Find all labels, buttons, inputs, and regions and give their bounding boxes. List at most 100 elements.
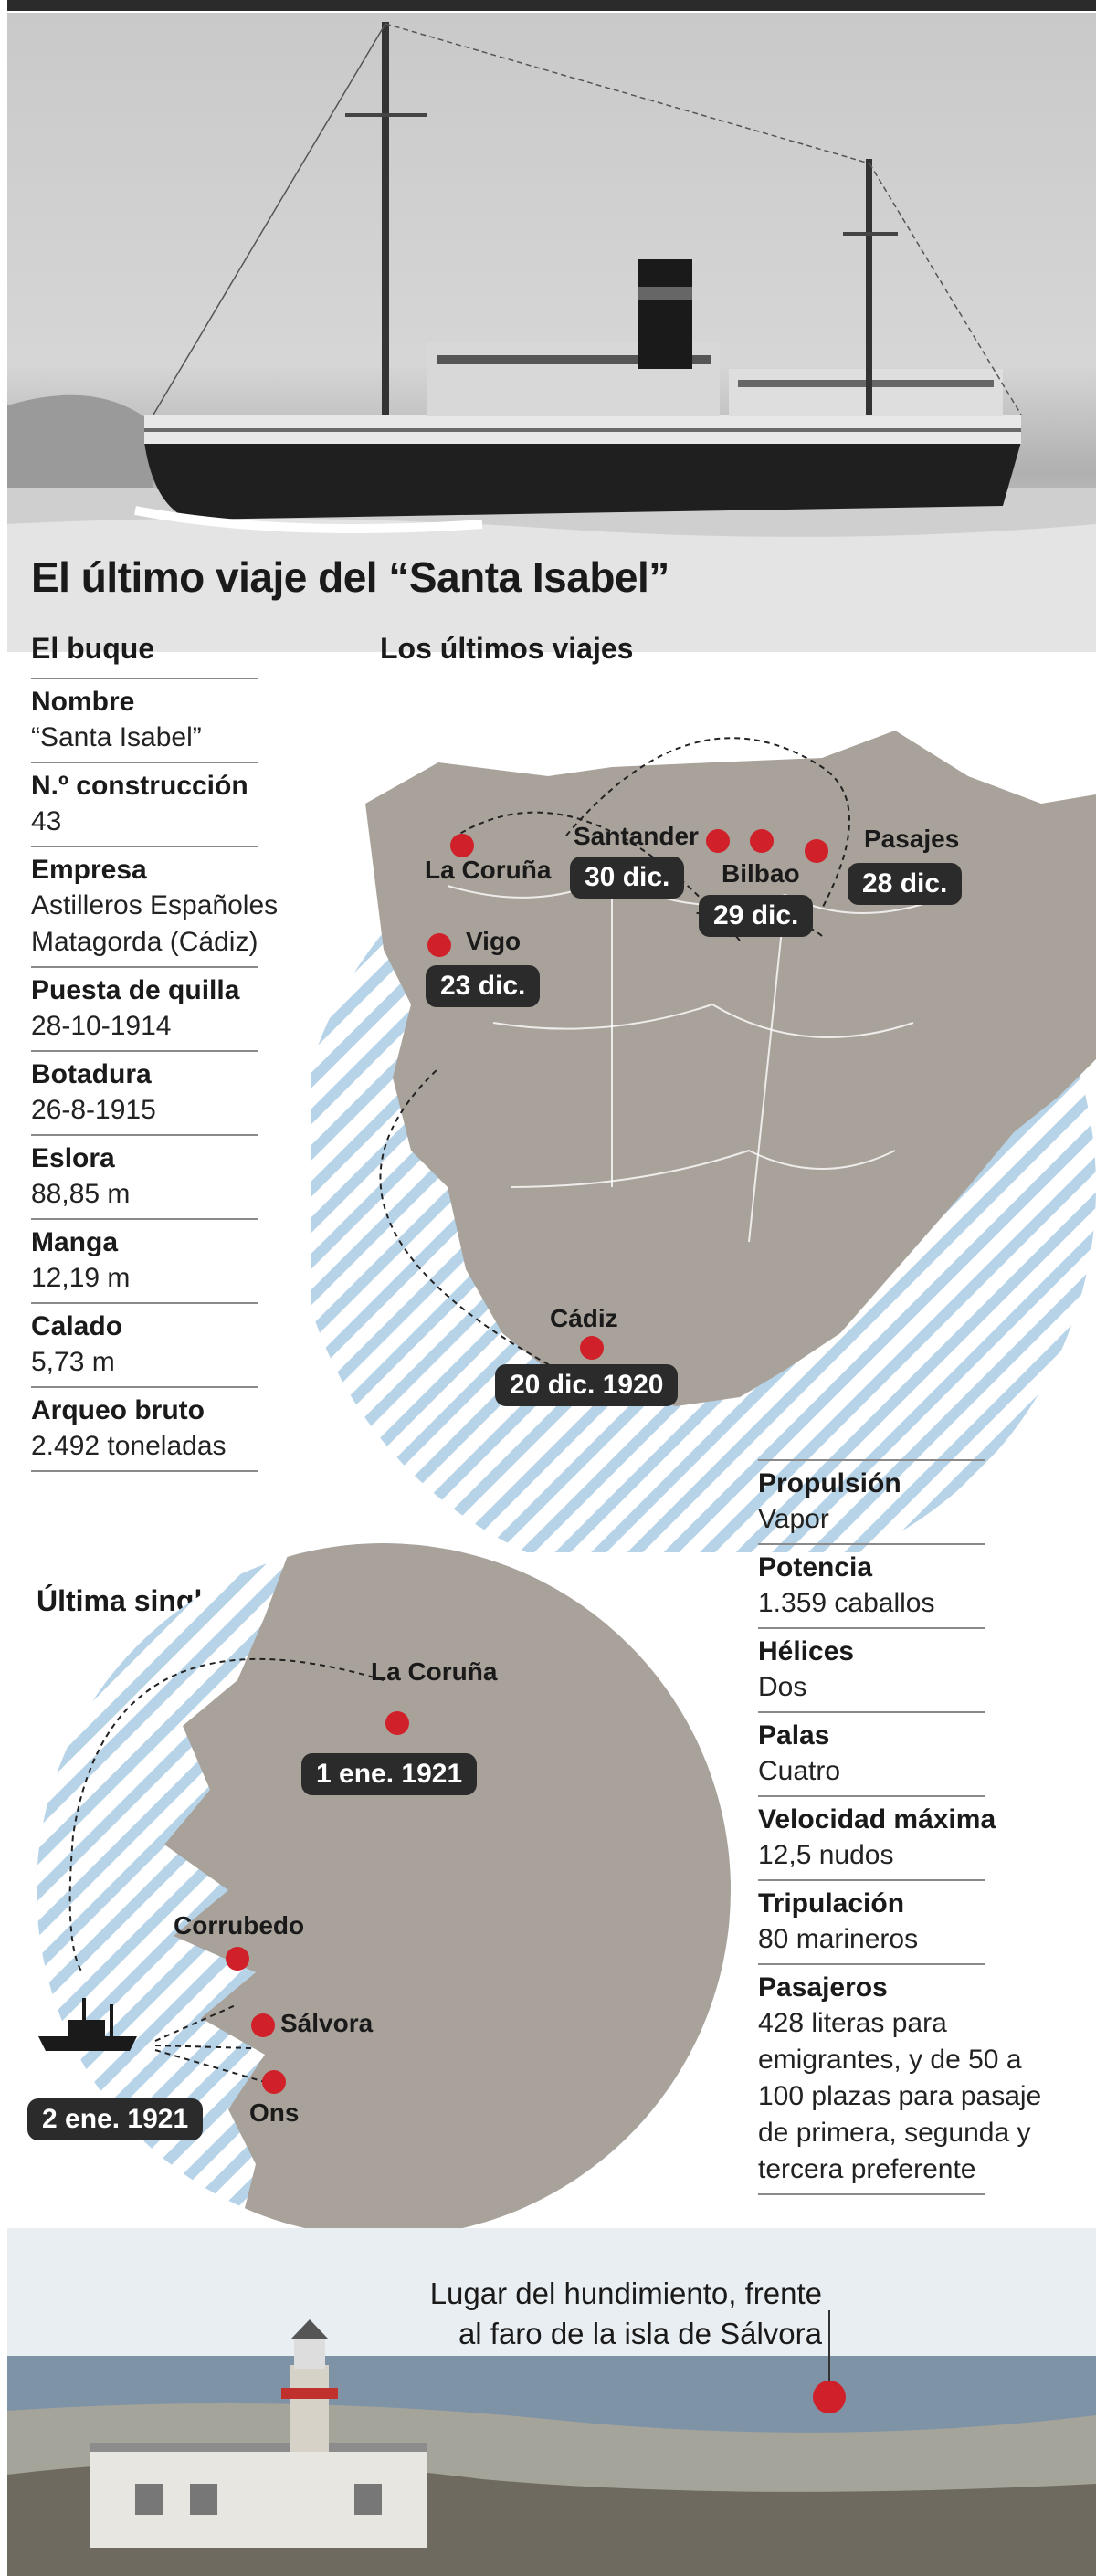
spec-value-line: 100 plazas para pasaje [758,2081,1042,2111]
ship-icon [38,1998,137,2051]
spec-nombre: Nombre “Santa Isabel” [31,679,258,762]
spec-label: Potencia [758,1552,873,1582]
spec-label: Manga [31,1227,119,1257]
spec-value: Cuatro [758,1756,841,1786]
divider [758,2193,985,2195]
galicia-map [37,1543,731,2237]
marker-la-coruna [450,834,474,857]
marker-corrubedo [226,1947,249,1971]
divider [31,1050,258,1052]
divider [758,1879,985,1881]
ship-photo [7,13,1096,652]
divider [758,1795,985,1797]
port-label-corrubedo: Corrubedo [174,1911,305,1940]
divider [758,1627,985,1629]
spec-value-line: de primera, segunda y [758,2118,1031,2148]
date-badge-vigo: 23 dic. [426,965,541,1007]
spec-propulsion: Propulsión Vapor [758,1461,985,1543]
date-badge-ship: 2 ene. 1921 [27,2098,204,2140]
spec-value: “Santa Isabel” [31,722,202,752]
spec-eslora: Eslora 88,85 m [31,1136,258,1218]
wreck-caption: Lugar del hundimiento, frente al faro de… [402,2274,822,2354]
spec-label: Propulsión [758,1468,901,1498]
spec-value-line: emigrantes, y de 50 a [758,2045,1022,2075]
spec-value: Vapor [758,1504,829,1534]
spec-label: Eslora [31,1143,115,1173]
spec-value: 2.492 toneladas [31,1431,227,1461]
spec-velocidad: Velocidad máxima 12,5 nudos [758,1797,996,1879]
port-label-la-coruna: La Coruña [425,856,552,884]
spec-quilla: Puesta de quilla 28-10-1914 [31,968,258,1050]
divider [31,678,258,679]
port-label-la-coruna-2: La Coruña [371,1657,498,1686]
spec-value: 12,19 m [31,1263,131,1293]
lighthouse-photo [7,2228,1096,2576]
divider [758,1459,985,1461]
date-badge-pasajes: 28 dic. [848,863,963,905]
divider [31,1302,258,1304]
divider [31,762,258,763]
spec-pasajeros: Pasajeros 428 literas para emigrantes, y… [758,1965,1042,2193]
page-title: El último viaje del “Santa Isabel” [31,553,669,601]
spec-label: Empresa [31,855,147,885]
spec-value: 28-10-1914 [31,1011,172,1041]
wreck-caption-line2: al faro de la isla de Sálvora [458,2317,822,2350]
marker-ons [262,2070,286,2094]
spec-value: 88,85 m [31,1179,131,1209]
divider [31,1470,258,1472]
divider [758,1963,985,1965]
spec-empresa: Empresa Astilleros Españoles Matagorda (… [31,847,279,966]
spec-value: 43 [31,806,62,836]
spec-label: N.º construcción [31,771,248,801]
spec-label: Botadura [31,1059,152,1089]
spec-potencia: Potencia 1.359 caballos [758,1545,985,1627]
divider [31,846,258,847]
ship-specs-list: Nombre “Santa Isabel” N.º construcción 4… [31,678,279,1472]
spec-label: Pasajeros [758,1972,888,2003]
port-label-cadiz: Cádiz [550,1304,618,1332]
top-rule [7,0,1096,11]
spec-label: Palas [758,1720,830,1751]
spec-label: Arqueo bruto [31,1395,205,1425]
spec-arqueo: Arqueo bruto 2.492 toneladas [31,1388,258,1470]
marker-la-coruna-2 [385,1711,409,1735]
port-label-vigo: Vigo [466,927,522,955]
spec-label: Hélices [758,1636,855,1667]
spec-value-line2: Matagorda (Cádiz) [31,927,258,957]
spec-value: 26-8-1915 [31,1095,156,1125]
divider [31,1134,258,1136]
date-badge-santander: 30 dic. [570,857,685,899]
ship-section-heading: El buque [31,632,155,665]
spec-manga: Manga 12,19 m [31,1220,258,1302]
divider [31,1386,258,1388]
spec-label: Tripulación [758,1888,905,1919]
spec-label: Calado [31,1311,123,1341]
spec-label: Velocidad máxima [758,1804,996,1835]
divider [31,1218,258,1220]
spec-helices: Hélices Dos [758,1629,985,1711]
wreck-caption-line1: Lugar del hundimiento, frente [429,2276,822,2310]
spec-tripulacion: Tripulación 80 marineros [758,1881,985,1963]
spain-map [311,731,1096,1552]
port-label-santander: Santander [574,822,699,850]
spec-value: Astilleros Españoles [31,890,279,920]
marker-pasajes [805,839,828,863]
port-label-bilbao: Bilbao [722,859,800,888]
spec-calado: Calado 5,73 m [31,1304,258,1386]
spec-value: 12,5 nudos [758,1840,894,1870]
marker-vigo [427,933,451,957]
date-badge-bilbao: 29 dic. [699,895,814,937]
port-label-salvora: Sálvora [280,2009,374,2037]
marker-cadiz [580,1336,604,1360]
port-label-pasajes: Pasajes [864,825,960,853]
spec-palas: Palas Cuatro [758,1713,985,1795]
spec-botadura: Botadura 26-8-1915 [31,1052,258,1134]
divider [758,1711,985,1713]
port-label-ons: Ons [249,2098,300,2127]
ship-specs-list-2: Propulsión Vapor Potencia 1.359 caballos… [758,1459,1042,2195]
spec-value-line: tercera preferente [758,2154,976,2184]
divider [758,1543,985,1545]
spec-value: 5,73 m [31,1347,115,1377]
spec-construccion: N.º construcción 43 [31,763,258,846]
spec-value-line: 428 literas para [758,2008,947,2038]
